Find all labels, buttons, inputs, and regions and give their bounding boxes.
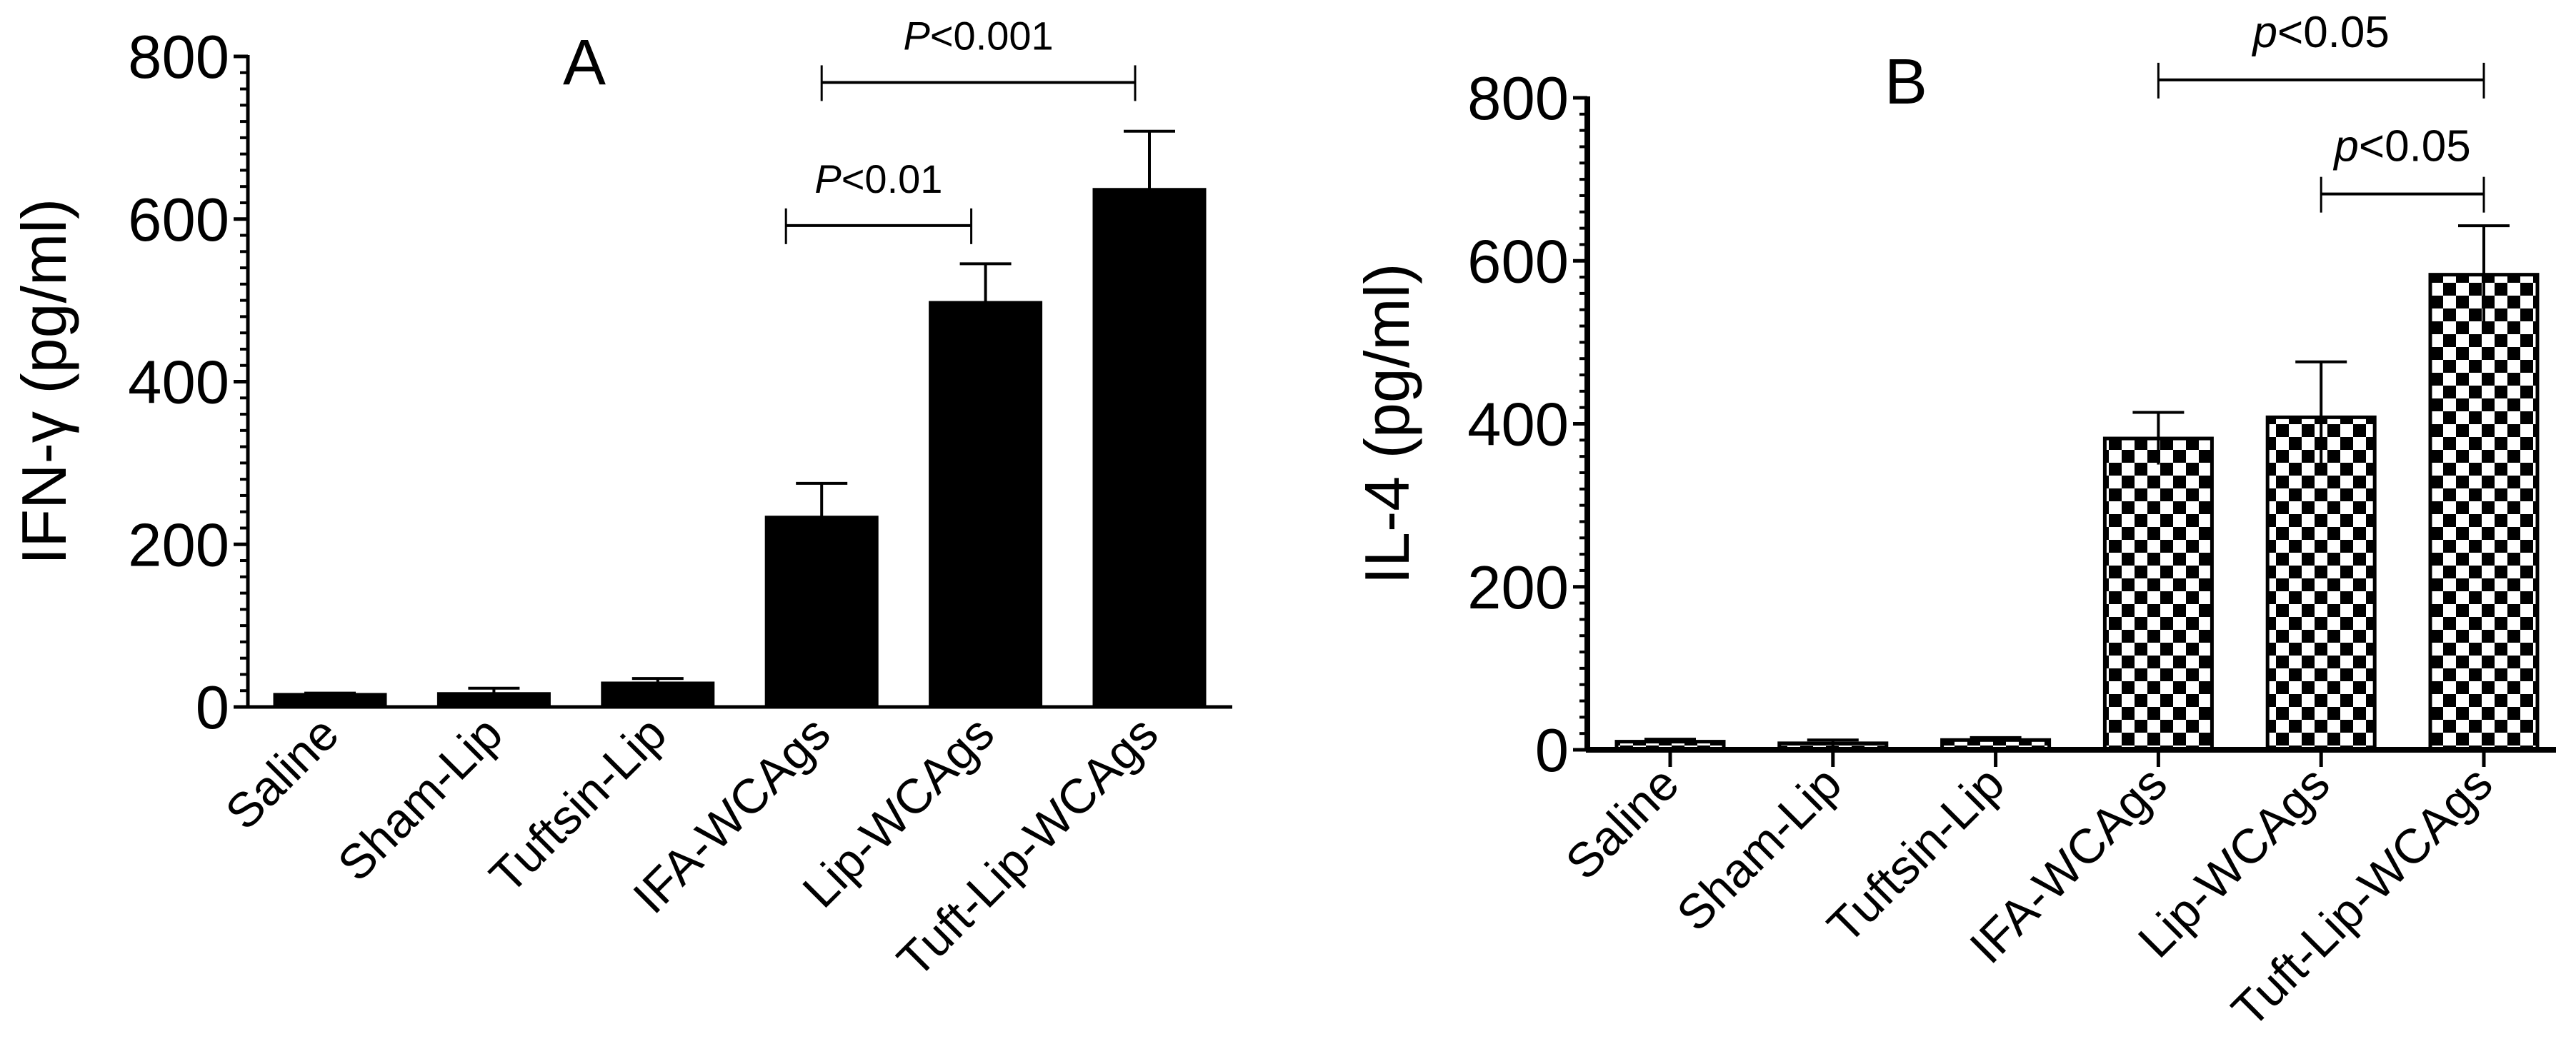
significance-value: <0.05 (2277, 8, 2390, 57)
y-axis-label: IL-4 (pg/ml) (1352, 263, 1422, 585)
y-tick-label: 600 (1467, 228, 1569, 296)
significance-p: p (2332, 122, 2358, 171)
significance-label: P<0.001 (903, 13, 1053, 58)
y-tick-label: 800 (128, 24, 229, 91)
panel-label: A (563, 27, 606, 99)
bar-lip-wcags (929, 301, 1043, 709)
significance-p: P (903, 13, 929, 58)
significance-value: <0.001 (930, 13, 1054, 58)
bar-saline (273, 693, 387, 709)
x-tick-label: Saline (1555, 756, 1689, 890)
significance-label: p<0.05 (2332, 122, 2470, 171)
bar-tuft-lip-wcags (2428, 273, 2540, 752)
significance-label: P<0.01 (814, 156, 942, 201)
significance-p: p (2252, 8, 2277, 57)
y-axis-label: IFN-γ (pg/ml) (9, 199, 79, 565)
bar-ifa-wcags (764, 516, 879, 709)
y-tick-label: 0 (1535, 717, 1569, 785)
significance-label: p<0.05 (2252, 8, 2390, 57)
bar-ifa-wcags (2102, 436, 2214, 752)
panel-label: B (1884, 46, 1927, 118)
significance-p: P (814, 156, 841, 201)
y-tick-label: 400 (1467, 391, 1569, 459)
y-tick-label: 600 (128, 186, 229, 254)
y-tick-label: 800 (1467, 65, 1569, 133)
bar-tuft-lip-wcags (1092, 188, 1207, 709)
significance-value: <0.05 (2359, 122, 2471, 171)
bar-sham-lip (436, 692, 551, 709)
significance-value: <0.01 (842, 156, 943, 201)
y-tick-label: 400 (128, 349, 229, 417)
y-tick-label: 200 (128, 511, 229, 579)
bar-lip-wcags (2265, 415, 2377, 752)
y-tick-label: 0 (196, 674, 229, 742)
bar-tuftsin-lip (601, 681, 715, 709)
x-tick-label: Saline (215, 706, 349, 840)
y-tick-label: 200 (1467, 554, 1569, 622)
